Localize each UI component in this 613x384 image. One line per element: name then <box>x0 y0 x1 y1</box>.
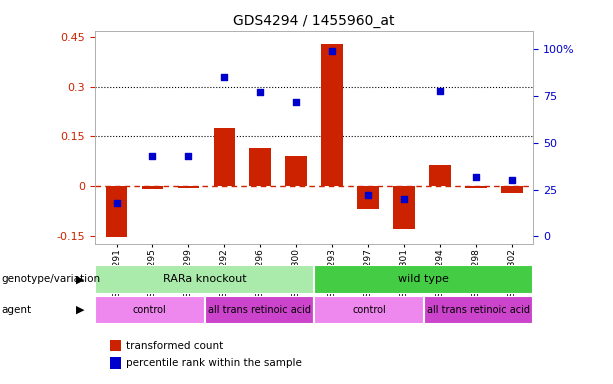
Bar <box>110 340 121 351</box>
Text: percentile rank within the sample: percentile rank within the sample <box>126 358 302 368</box>
Bar <box>357 186 379 209</box>
Title: GDS4294 / 1455960_at: GDS4294 / 1455960_at <box>234 14 395 28</box>
Text: transformed count: transformed count <box>126 341 223 351</box>
Bar <box>429 164 451 186</box>
Point <box>183 153 193 159</box>
Text: RARa knockout: RARa knockout <box>163 274 246 285</box>
Point <box>112 200 121 206</box>
Bar <box>321 44 343 186</box>
Point <box>327 48 337 55</box>
Bar <box>286 156 307 186</box>
Point <box>219 74 229 81</box>
Bar <box>213 128 235 186</box>
Bar <box>424 296 533 324</box>
Bar <box>205 296 314 324</box>
Point <box>291 99 301 105</box>
Bar <box>142 186 163 189</box>
Text: wild type: wild type <box>398 274 449 285</box>
Point <box>256 89 265 96</box>
Text: genotype/variation: genotype/variation <box>1 274 101 285</box>
Bar <box>106 186 128 237</box>
Bar <box>393 186 415 229</box>
Point <box>363 192 373 198</box>
Point <box>435 88 445 94</box>
Text: control: control <box>352 305 386 315</box>
Text: agent: agent <box>1 305 31 315</box>
Text: ▶: ▶ <box>76 305 85 315</box>
Bar <box>465 186 487 188</box>
Bar <box>178 186 199 188</box>
Bar <box>249 148 271 186</box>
Bar <box>314 296 424 324</box>
Bar <box>314 265 533 294</box>
Bar <box>110 357 121 369</box>
Point <box>471 174 481 180</box>
Text: ▶: ▶ <box>76 274 85 285</box>
Point <box>507 177 517 183</box>
Point <box>399 196 409 202</box>
Text: all trans retinoic acid: all trans retinoic acid <box>208 305 311 315</box>
Point <box>148 153 158 159</box>
Bar <box>501 186 522 193</box>
Bar <box>95 296 205 324</box>
Text: control: control <box>133 305 167 315</box>
Text: all trans retinoic acid: all trans retinoic acid <box>427 305 530 315</box>
Bar <box>95 265 314 294</box>
